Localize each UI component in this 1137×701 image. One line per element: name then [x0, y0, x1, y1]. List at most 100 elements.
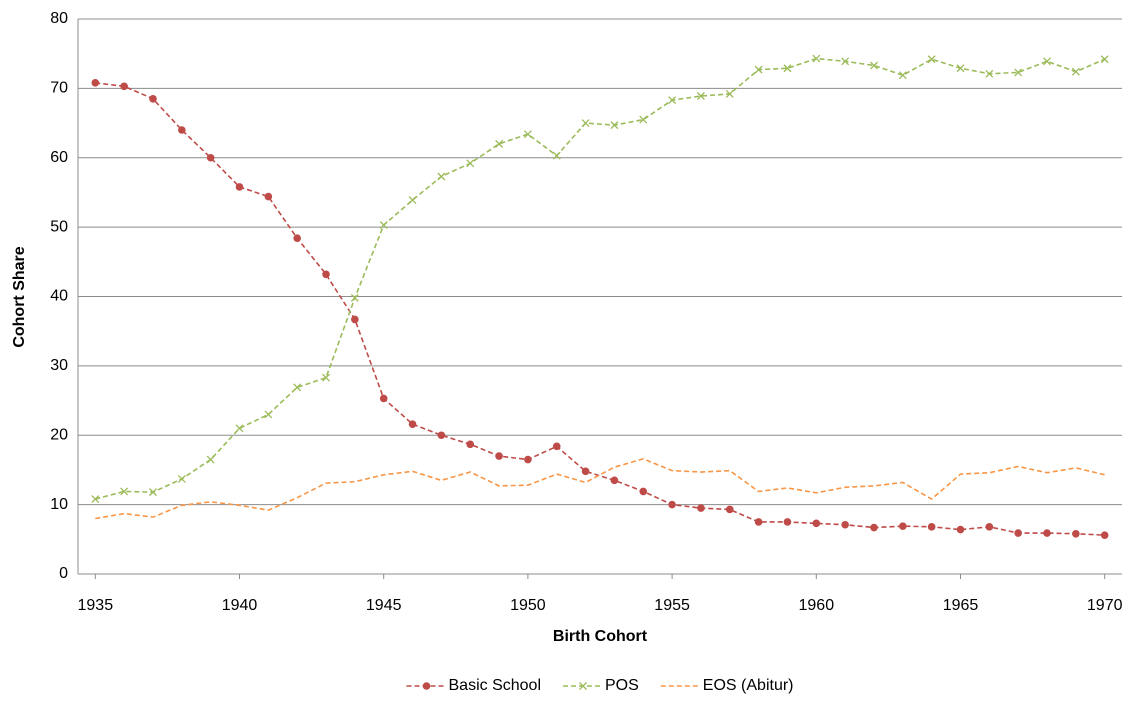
series-line — [95, 82, 1105, 536]
point-marker — [235, 183, 244, 191]
point-marker — [1071, 67, 1080, 76]
x-tick-label: 1970 — [1087, 597, 1123, 614]
point-marker — [178, 126, 186, 134]
point-marker — [322, 373, 330, 382]
point-marker — [783, 518, 792, 526]
point-marker — [379, 394, 388, 403]
point-marker — [264, 192, 273, 201]
point-marker — [754, 518, 763, 526]
y-axis-label: Cohort Share — [11, 246, 28, 347]
point-marker — [552, 442, 561, 451]
point-marker — [754, 65, 763, 74]
point-marker — [408, 196, 417, 205]
point-marker — [293, 234, 301, 243]
point-marker — [1014, 68, 1023, 77]
point-marker — [524, 455, 532, 464]
point-marker — [812, 519, 821, 528]
y-tick-label: 20 — [50, 426, 68, 443]
point-marker — [177, 474, 186, 483]
point-marker — [870, 61, 878, 70]
point-marker — [581, 467, 590, 476]
point-marker — [1043, 529, 1051, 537]
point-marker — [927, 523, 936, 531]
point-marker — [322, 270, 330, 279]
point-marker — [437, 431, 446, 440]
point-marker — [725, 505, 734, 514]
point-marker — [899, 522, 907, 530]
legend-label: POS — [605, 677, 639, 694]
point-marker — [1100, 531, 1109, 539]
point-marker — [351, 315, 359, 324]
y-tick-label: 0 — [59, 565, 68, 582]
y-tick-label: 50 — [50, 218, 68, 235]
point-marker — [379, 221, 388, 230]
point-marker — [91, 495, 100, 504]
point-marker — [206, 153, 215, 162]
point-marker — [149, 488, 157, 497]
y-tick-label: 40 — [50, 288, 68, 305]
point-marker — [697, 504, 705, 512]
y-tick-label: 30 — [50, 357, 68, 374]
legend: Basic School POS EOS (Abitur) — [406, 677, 794, 694]
x-tick-label: 1935 — [78, 597, 114, 614]
x-tick-label: 1960 — [799, 597, 835, 614]
point-marker — [495, 139, 504, 148]
point-marker — [639, 487, 648, 496]
point-marker — [841, 57, 850, 66]
point-marker — [898, 71, 907, 80]
series-line — [95, 457, 1105, 520]
x-tick-label: 1955 — [654, 597, 690, 614]
point-marker — [466, 440, 475, 449]
point-marker — [552, 151, 561, 160]
point-marker — [350, 293, 359, 302]
point-marker — [812, 54, 821, 63]
legend-marker — [422, 682, 431, 690]
point-marker — [466, 159, 475, 168]
point-marker — [120, 82, 128, 91]
legend-marker — [579, 682, 587, 690]
x-axis-label: Birth Cohort — [553, 628, 648, 645]
point-marker — [1014, 529, 1022, 537]
y-tick-label: 60 — [50, 149, 68, 166]
x-tick-label: 1945 — [366, 597, 402, 614]
point-marker — [120, 487, 129, 496]
y-tick-label: 70 — [50, 80, 68, 97]
point-marker — [696, 92, 705, 100]
point-marker — [1100, 55, 1109, 64]
point-marker — [581, 119, 590, 128]
legend-label: EOS (Abitur) — [703, 677, 794, 694]
point-marker — [264, 410, 273, 419]
point-marker — [668, 96, 677, 105]
point-marker — [870, 523, 878, 532]
legend-label: Basic School — [449, 677, 542, 694]
x-tick-label: 1940 — [222, 597, 258, 614]
point-marker — [408, 420, 417, 428]
point-marker — [91, 79, 100, 87]
point-marker — [639, 115, 648, 124]
point-marker — [985, 523, 994, 531]
x-tick-label: 1950 — [510, 597, 546, 614]
point-marker — [1072, 529, 1080, 538]
point-marker — [985, 69, 994, 78]
y-tick-label: 10 — [50, 496, 68, 513]
point-marker — [293, 383, 302, 392]
point-marker — [725, 89, 734, 98]
point-marker — [927, 55, 936, 64]
y-tick-label: 80 — [50, 10, 68, 27]
point-marker — [668, 500, 676, 509]
point-marker — [841, 520, 849, 529]
point-marker — [149, 94, 157, 103]
point-marker — [956, 64, 965, 73]
x-tick-label: 1965 — [943, 597, 979, 614]
point-marker — [610, 121, 619, 130]
point-marker — [523, 130, 532, 139]
point-marker — [1043, 57, 1051, 66]
point-marker — [206, 455, 215, 464]
point-marker — [495, 452, 503, 460]
point-marker — [783, 64, 792, 73]
point-marker — [956, 525, 965, 534]
series-line — [95, 57, 1106, 500]
point-marker — [610, 476, 619, 485]
point-marker — [437, 172, 446, 181]
